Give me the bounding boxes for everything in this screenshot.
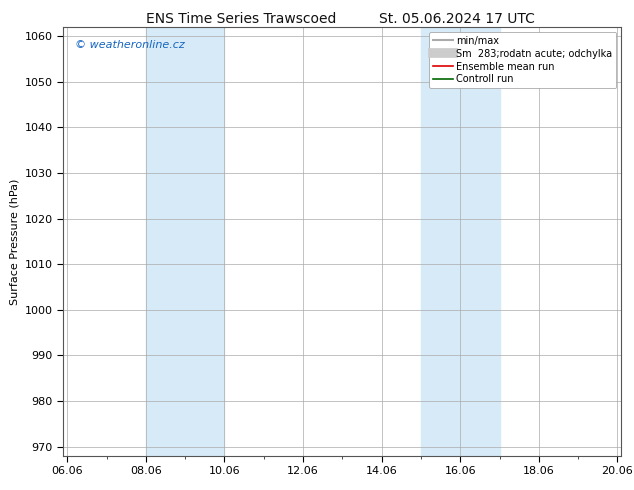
Text: St. 05.06.2024 17 UTC: St. 05.06.2024 17 UTC [378,12,534,26]
Bar [146,27,224,456]
Text: © weatheronline.cz: © weatheronline.cz [75,40,184,50]
Y-axis label: Surface Pressure (hPa): Surface Pressure (hPa) [10,178,19,304]
Legend: min/max, Sm  283;rodatn acute; odchylka, Ensemble mean run, Controll run: min/max, Sm 283;rodatn acute; odchylka, … [429,32,616,88]
Text: ENS Time Series Trawscoed: ENS Time Series Trawscoed [146,12,336,26]
Bar [421,27,500,456]
